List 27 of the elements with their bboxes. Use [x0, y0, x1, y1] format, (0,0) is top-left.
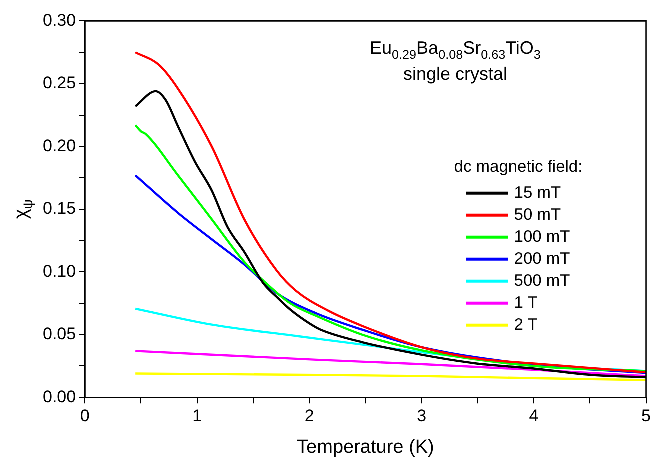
- x-axis-title: Temperature (K): [297, 437, 434, 458]
- legend-label: 15 mT: [514, 184, 562, 202]
- legend-title: dc magnetic field:: [454, 158, 583, 176]
- y-tick-label: 0.10: [42, 262, 76, 281]
- y-axis-title: χψ: [11, 200, 36, 220]
- x-tick-label: 0: [80, 406, 90, 426]
- annotation: single crystal: [403, 64, 508, 84]
- legend-label: 100 mT: [514, 228, 570, 246]
- y-tick-label: 0.00: [42, 387, 76, 406]
- legend-label: 50 mT: [514, 206, 562, 224]
- y-tick-label: 0.20: [42, 136, 76, 156]
- x-tick-label: 4: [529, 406, 539, 426]
- legend-label: 500 mT: [514, 272, 570, 290]
- line-series: [134, 372, 646, 382]
- y-tick-label: 0.05: [42, 324, 76, 344]
- x-tick-label: 3: [417, 406, 427, 426]
- x-tick-label: 5: [642, 406, 652, 426]
- line-series: [134, 350, 646, 378]
- line-series: [134, 174, 646, 374]
- y-tick-label: 0.30: [42, 10, 76, 30]
- y-tick-label: 0.15: [42, 199, 76, 218]
- x-tick-label: 2: [304, 406, 314, 426]
- legend-label: 2 T: [514, 316, 538, 334]
- y-tick-label: 0.25: [42, 74, 76, 93]
- x-tick-label: 1: [192, 406, 202, 426]
- legend-label: 1 T: [514, 294, 538, 312]
- legend-label: 200 mT: [514, 250, 570, 268]
